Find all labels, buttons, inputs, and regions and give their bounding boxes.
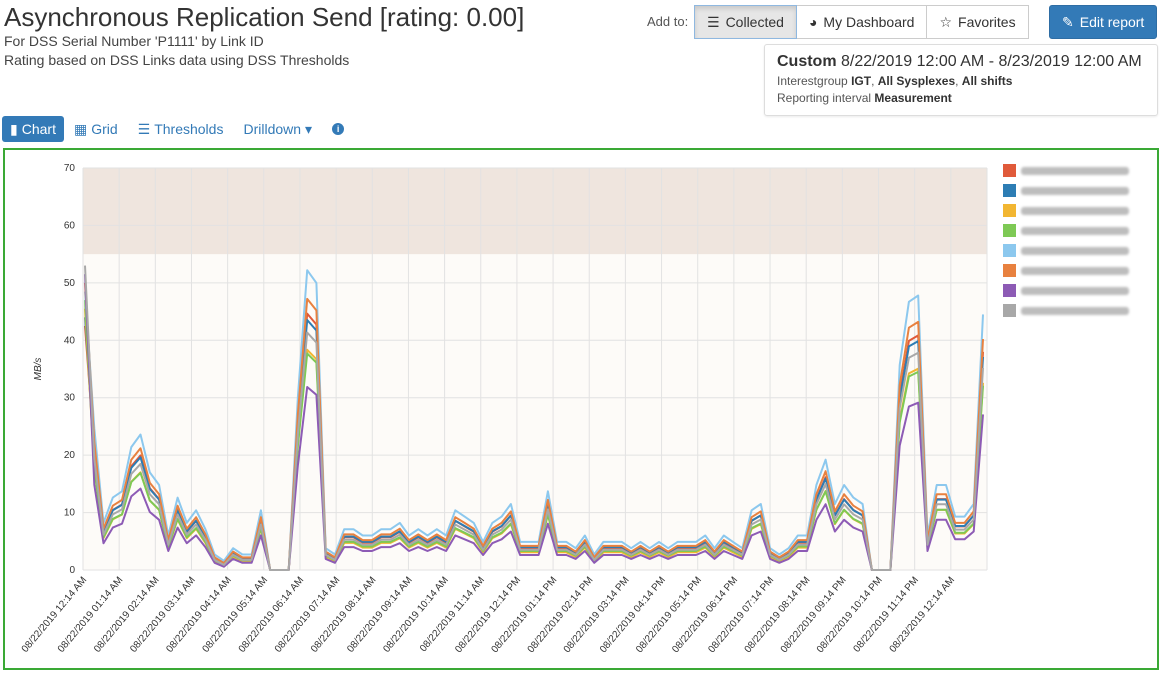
x-tick-label: 08/22/2019 11:14 AM: [418, 575, 487, 654]
star-icon: ☆: [939, 13, 953, 30]
add-to-button-group: ☰ Collected ◕ My Dashboard ☆ Favorites: [694, 5, 1029, 39]
list-icon: ☰: [707, 13, 720, 30]
edit-report-button[interactable]: ✎ Edit report: [1049, 5, 1158, 39]
x-tick-label: 08/22/2019 12:14 PM: [453, 575, 523, 655]
report-title: Asynchronous Replication Send [rating: 0…: [4, 2, 525, 32]
y-tick-label: 60: [64, 220, 76, 231]
collected-label: Collected: [725, 14, 784, 30]
thresholds-icon: ☰: [137, 120, 151, 137]
chart-panel: 0 10 20 30 40 50 60 70 MB/s 08/22/2019 12:14 AM 08…: [3, 148, 1159, 670]
y-axis-label: MB/s: [33, 358, 44, 381]
x-tick-label: 08/22/2019 05:14 PM: [634, 575, 704, 655]
tab-thresholds[interactable]: ☰ Thresholds: [128, 116, 234, 142]
legend-label-redacted: [1021, 307, 1129, 315]
interest-prefix: Interestgroup: [777, 74, 848, 88]
info-icon: i: [332, 123, 345, 135]
x-tick-label: 08/22/2019 07:14 PM: [706, 575, 776, 655]
legend-label-redacted: [1021, 227, 1129, 235]
report-info-box: Custom 8/22/2019 12:00 AM - 8/23/2019 12…: [764, 44, 1158, 116]
favorites-label: Favorites: [958, 14, 1016, 30]
caret-down-icon: ▾: [305, 120, 313, 137]
x-tick-label: 08/22/2019 01:14 PM: [489, 575, 559, 655]
series-line: [84, 282, 984, 571]
x-tick-label: 08/22/2019 01:14 AM: [56, 575, 126, 655]
y-tick-label: 70: [64, 163, 76, 174]
x-tick-label: 08/22/2019 05:14 AM: [201, 575, 271, 655]
x-tick-label: 08/22/2019 02:14 PM: [526, 575, 596, 655]
x-tick-label: 08/22/2019 04:14 PM: [598, 575, 668, 655]
report-rating-note: Rating based on DSS Links data using DSS…: [4, 52, 350, 68]
tab-grid[interactable]: ▦ Grid: [64, 116, 128, 142]
x-tick-label: 08/22/2019 10:14 PM: [815, 575, 885, 655]
legend-label-redacted: [1021, 247, 1129, 255]
dashboard-gauge-icon: ◕: [808, 14, 818, 30]
x-tick-label: 08/22/2019 09:14 PM: [779, 575, 849, 655]
legend-swatch: [1003, 244, 1016, 257]
interval-prefix: Reporting interval: [777, 91, 872, 105]
tab-drilldown-label: Drilldown: [243, 121, 302, 137]
info-button[interactable]: i: [322, 116, 354, 142]
y-tick-label: 50: [64, 278, 76, 289]
y-tick-label: 40: [64, 335, 76, 346]
threshold-band: [83, 168, 987, 255]
tab-thresholds-label: Thresholds: [154, 121, 224, 137]
x-tick-label: 08/22/2019 08:14 AM: [309, 575, 379, 655]
tab-grid-label: Grid: [91, 121, 118, 137]
legend-label-redacted: [1021, 167, 1129, 175]
tab-chart-label: Chart: [21, 121, 56, 137]
x-tick-label: 08/22/2019 07:14 AM: [273, 575, 343, 655]
view-tabs: ▮ Chart ▦ Grid ☰ Thresholds Drilldown ▾ …: [2, 116, 354, 142]
legend-label-redacted: [1021, 287, 1129, 295]
sysplexes: All Sysplexes: [877, 74, 956, 88]
legend-swatch: [1003, 304, 1016, 317]
x-tick-label: 08/22/2019 08:14 PM: [743, 575, 813, 655]
range-label: Custom: [777, 53, 837, 70]
x-tick-label: 08/22/2019 04:14 AM: [164, 575, 234, 655]
tab-drilldown[interactable]: Drilldown ▾: [233, 116, 322, 142]
x-tick-label: 08/22/2019 12:14 AM: [20, 575, 90, 655]
x-tick-label: 08/22/2019 02:14 AM: [92, 575, 162, 655]
favorites-button[interactable]: ☆ Favorites: [927, 5, 1029, 39]
x-tick-label: 08/22/2019 06:14 AM: [237, 575, 307, 655]
my-dashboard-label: My Dashboard: [823, 14, 915, 30]
legend-swatch: [1003, 284, 1016, 297]
tab-chart[interactable]: ▮ Chart: [2, 116, 64, 142]
legend-swatch: [1003, 224, 1016, 237]
interval-value: Measurement: [874, 91, 952, 105]
bar-chart-icon: ▮: [10, 120, 18, 137]
range-value: 8/22/2019 12:00 AM - 8/23/2019 12:00 AM: [841, 53, 1142, 70]
x-tick-label: 08/22/2019 03:14 AM: [128, 575, 198, 655]
legend-label-redacted: [1021, 267, 1129, 275]
grid-icon: ▦: [73, 120, 88, 137]
x-tick-label: 08/22/2019 03:14 PM: [562, 575, 632, 655]
x-tick-label: 08/22/2019 10:14 AM: [381, 575, 451, 655]
legend-swatch: [1003, 164, 1016, 177]
series-line: [84, 265, 984, 571]
add-to-label: Add to:: [647, 14, 689, 29]
my-dashboard-button[interactable]: ◕ My Dashboard: [796, 5, 928, 39]
x-tick-label: 08/22/2019 11:14 PM: [852, 575, 921, 655]
report-subtitle: For DSS Serial Number 'P1111' by Link ID: [4, 33, 264, 49]
series-line: [84, 274, 984, 571]
legend-swatch: [1003, 204, 1016, 217]
interest-group: IGT: [851, 74, 872, 88]
edit-report-label: Edit report: [1079, 14, 1145, 30]
x-tick-label: 08/22/2019 09:14 AM: [345, 575, 415, 655]
legend-label-redacted: [1021, 187, 1129, 195]
y-tick-label: 20: [64, 450, 76, 461]
legend-label-redacted: [1021, 207, 1129, 215]
y-tick-label: 30: [64, 393, 76, 404]
x-tick-label: 08/23/2019 12:14 AM: [888, 575, 958, 655]
series-line: [84, 269, 984, 571]
y-tick-label: 10: [64, 508, 76, 519]
collected-button[interactable]: ☰ Collected: [694, 5, 797, 39]
shifts: All shifts: [961, 74, 1013, 88]
edit-icon: ✎: [1062, 13, 1074, 30]
x-tick-label: 08/22/2019 06:14 PM: [670, 575, 740, 655]
y-tick-label: 0: [69, 565, 75, 576]
legend-swatch: [1003, 184, 1016, 197]
legend-swatch: [1003, 264, 1016, 277]
